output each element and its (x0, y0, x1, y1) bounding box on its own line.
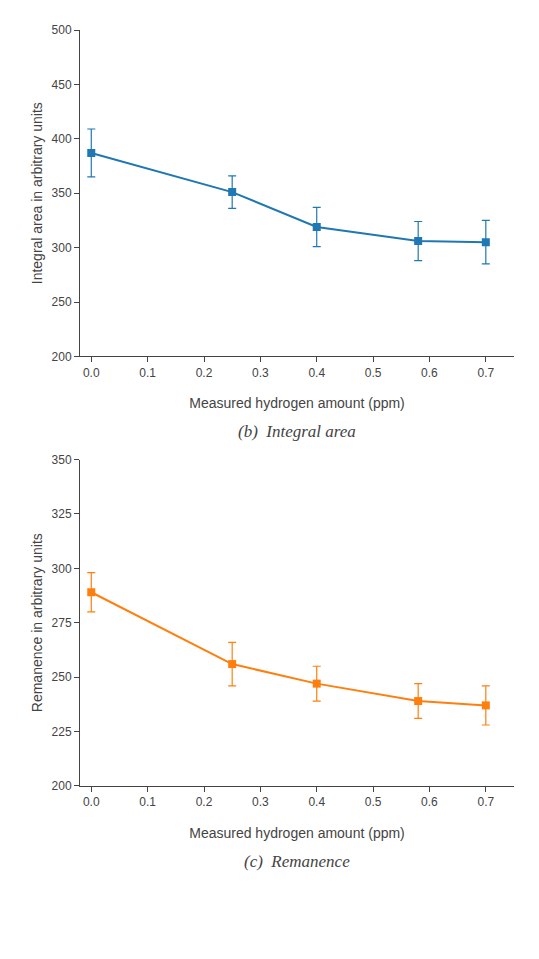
svg-text:Measured hydrogen amount (ppm): Measured hydrogen amount (ppm) (189, 825, 405, 841)
svg-text:(b) Integral area: (b) Integral area (238, 422, 356, 441)
svg-text:0.4: 0.4 (308, 795, 325, 809)
svg-text:325: 325 (52, 507, 72, 521)
svg-text:0.7: 0.7 (477, 795, 494, 809)
svg-text:0.0: 0.0 (83, 795, 100, 809)
svg-text:400: 400 (52, 132, 72, 146)
svg-text:0.7: 0.7 (477, 366, 494, 380)
svg-text:0.2: 0.2 (196, 366, 213, 380)
svg-text:275: 275 (52, 616, 72, 630)
svg-text:0.2: 0.2 (196, 795, 213, 809)
svg-text:350: 350 (52, 453, 72, 467)
svg-text:Integral area in arbitrary uni: Integral area in arbitrary units (29, 102, 45, 284)
svg-text:500: 500 (52, 23, 72, 37)
svg-text:450: 450 (52, 78, 72, 92)
svg-text:300: 300 (52, 562, 72, 576)
svg-text:0.1: 0.1 (139, 795, 156, 809)
svg-text:200: 200 (52, 779, 72, 793)
svg-text:0.4: 0.4 (308, 366, 325, 380)
svg-text:0.1: 0.1 (139, 366, 156, 380)
svg-text:350: 350 (52, 186, 72, 200)
svg-text:0.5: 0.5 (365, 795, 382, 809)
svg-text:300: 300 (52, 241, 72, 255)
svg-text:0.3: 0.3 (252, 795, 269, 809)
svg-text:225: 225 (52, 725, 72, 739)
svg-text:0.6: 0.6 (421, 795, 438, 809)
svg-text:250: 250 (52, 295, 72, 309)
svg-text:250: 250 (52, 670, 72, 684)
svg-text:(c) Remanence: (c) Remanence (244, 852, 350, 871)
svg-text:0.6: 0.6 (421, 366, 438, 380)
svg-text:0.0: 0.0 (83, 366, 100, 380)
svg-text:0.3: 0.3 (252, 366, 269, 380)
svg-text:200: 200 (52, 350, 72, 364)
svg-text:0.5: 0.5 (365, 366, 382, 380)
svg-text:Remanence in arbitrary units: Remanence in arbitrary units (29, 533, 45, 712)
svg-text:Measured hydrogen amount (ppm): Measured hydrogen amount (ppm) (189, 395, 405, 411)
